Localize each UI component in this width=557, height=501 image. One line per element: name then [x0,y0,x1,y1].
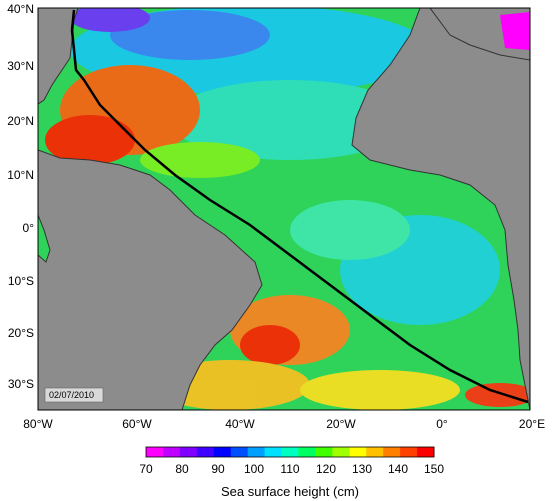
ssh-patch [140,142,260,178]
colorbar-segment [417,447,435,457]
lat-tick-40n: 40°N [7,2,34,16]
colorbar-ticks: 70 80 90 100 110 120 130 140 150 [139,462,444,476]
lon-tick-40w: 40°W [225,417,255,431]
date-box [44,387,104,403]
ssh-field [38,8,530,410]
cb-tick-100: 100 [244,462,264,476]
colorbar-title: Sea surface height (cm) [221,484,359,499]
colorbar-segment [400,447,418,457]
lon-axis: 80°W 60°W 40°W 20°W 0° 20°E [23,417,545,431]
colorbar-segment [247,447,266,457]
cb-tick-80: 80 [175,462,189,476]
lat-tick-10n: 10°N [7,168,34,182]
colorbar [145,446,435,458]
lon-tick-0: 0° [436,417,448,431]
colorbar-segment [366,447,384,457]
colorbar-segment [298,447,316,457]
lat-tick-30n: 30°N [7,59,34,73]
cb-tick-90: 90 [211,462,225,476]
lon-tick-20w: 20°W [326,417,356,431]
ssh-mediterranean [500,12,530,50]
cb-tick-130: 130 [352,462,372,476]
ssh-patch [240,325,300,365]
lat-tick-30s: 30°S [8,377,34,391]
colorbar-segment [213,447,232,457]
colorbar-segment [162,447,181,457]
date-label: 02/07/2010 [49,390,94,400]
ssh-patch [290,200,410,260]
lon-tick-80w: 80°W [23,417,53,431]
cb-tick-110: 110 [280,462,299,476]
ssh-patch [170,80,410,160]
lat-tick-20s: 20°S [8,326,34,340]
lon-tick-20e: 20°E [519,417,545,431]
lat-tick-10s: 10°S [8,274,34,288]
lat-axis: 40°N 30°N 20°N 10°N 0° 10°S 20°S 30°S [7,2,34,391]
colorbar-segment [146,447,164,457]
cb-tick-70: 70 [139,462,153,476]
ssh-patch [70,8,150,32]
land-north-america [38,8,79,105]
land-south-america [38,149,263,410]
lon-tick-60w: 60°W [122,417,152,431]
colorbar-segment [383,447,401,457]
colorbar-segment [332,447,350,457]
cb-tick-120: 120 [316,462,336,476]
ssh-patch [45,115,135,165]
land-africa [340,8,530,410]
colorbar-frame [145,446,435,458]
land [38,8,530,410]
cb-tick-150: 150 [424,462,444,476]
ssh-patch [465,383,530,407]
colorbar-segment [349,447,367,457]
colorbar-segment [281,447,299,457]
colorbar-segment [264,447,283,457]
lat-tick-20n: 20°N [7,114,34,128]
cb-tick-140: 140 [388,462,408,476]
ssh-patch [300,370,460,410]
lat-tick-0: 0° [23,221,35,235]
ssh-patch [110,10,270,60]
colorbar-segment [315,447,333,457]
colorbar-segment [179,447,198,457]
map-area: 02/07/2010 [38,8,530,410]
map-frame [37,7,531,411]
ship-track [70,9,529,404]
colorbar-segment [196,447,215,457]
colorbar-segment [230,447,249,457]
